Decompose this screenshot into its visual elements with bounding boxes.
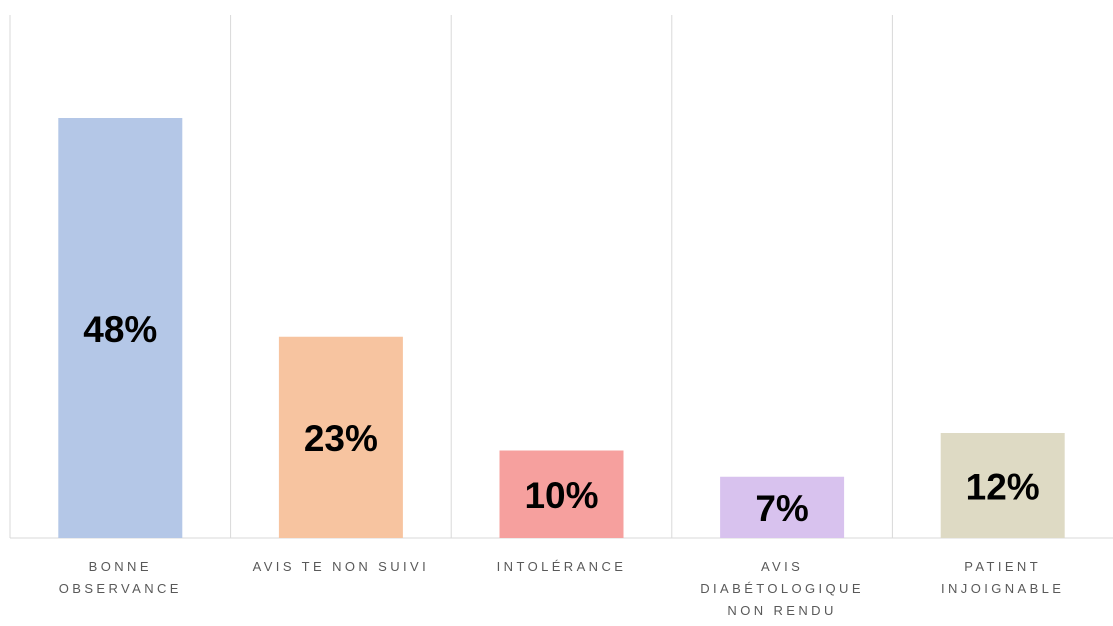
x-tick-label: PATIENT INJOIGNABLE [941,559,1065,596]
bar [720,476,845,538]
data-label: 7% [755,488,808,529]
data-label: 10% [524,475,598,516]
x-tick-label: AVIS TE NON SUIVI [252,559,430,574]
x-tick-label: BONNE OBSERVANCE [58,559,182,596]
data-label: 12% [966,466,1040,507]
bar [278,336,403,538]
data-label: 23% [304,418,378,459]
bar [499,450,624,538]
x-tick-label: INTOLÉRANCE [496,559,627,574]
data-label: 48% [83,309,157,350]
x-tick-label: AVIS DIABÉTOLOGIQUE NON RENDU [700,559,864,618]
bar [58,118,183,538]
bar [940,433,1065,538]
